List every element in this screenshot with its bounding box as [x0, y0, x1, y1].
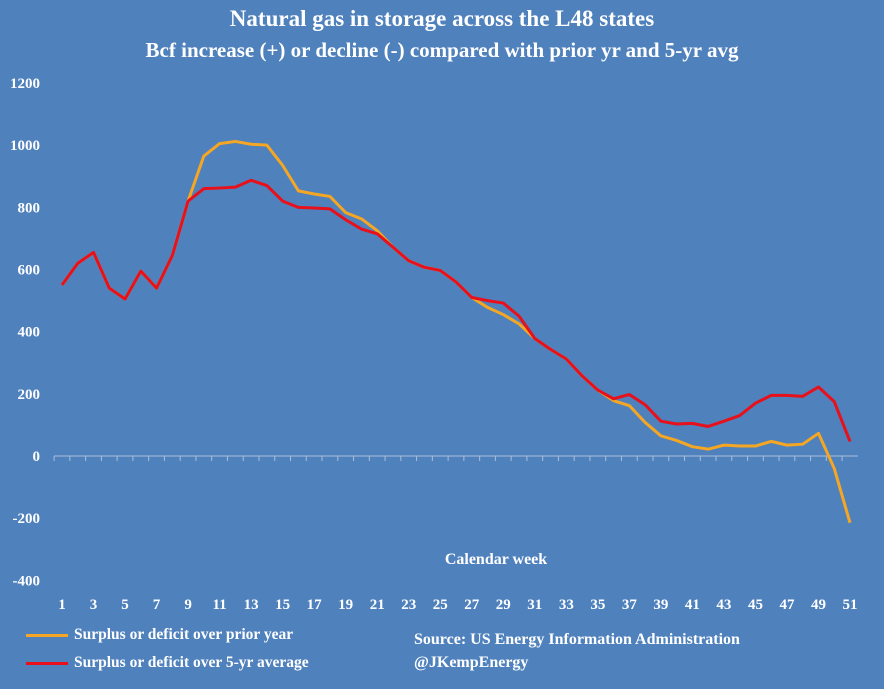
legend-swatch-orange: [26, 633, 68, 637]
x-tick-label: 37: [622, 597, 638, 613]
legend-label: Surplus or deficit over 5-yr average: [74, 654, 309, 671]
x-tick-label: 39: [653, 597, 668, 613]
source-note: Source: US Energy Information Administra…: [414, 628, 740, 674]
x-tick-label: 51: [843, 597, 858, 613]
chart-subtitle: Bcf increase (+) or decline (-) compared…: [145, 38, 739, 62]
x-tick-label: 13: [244, 597, 259, 613]
x-tick-label: 1: [58, 597, 66, 613]
x-tick-label: 27: [464, 597, 480, 613]
y-tick-label: -400: [13, 573, 41, 589]
y-tick-label: -200: [13, 511, 41, 527]
y-tick-label: 400: [18, 325, 41, 341]
legend-swatch-red: [26, 661, 68, 665]
y-tick-label: 600: [18, 263, 41, 279]
legend-label: Surplus or deficit over prior year: [74, 626, 294, 643]
x-tick-label: 47: [779, 597, 795, 613]
y-tick-label: 0: [33, 449, 41, 465]
legend-item-prior-year: Surplus or deficit over prior year: [26, 626, 293, 644]
x-tick-label: 31: [527, 597, 542, 613]
x-tick-label: 3: [90, 597, 98, 613]
y-tick-label: 800: [18, 200, 41, 216]
x-tick-label: 43: [716, 597, 731, 613]
x-tick-label: 17: [307, 597, 323, 613]
x-tick-label: 11: [213, 597, 227, 613]
x-tick-label: 23: [401, 597, 416, 613]
x-tick-label: 5: [121, 597, 129, 613]
x-tick-label: 15: [275, 597, 290, 613]
author-handle: @JKempEnergy: [414, 654, 529, 671]
x-tick-label: 45: [748, 597, 763, 613]
x-tick-label: 19: [338, 597, 353, 613]
legend-item-5yr-average: Surplus or deficit over 5-yr average: [26, 654, 309, 672]
y-tick-label: 200: [18, 387, 41, 403]
series-line-prior-year: [60, 139, 852, 524]
x-axis-label: Calendar week: [445, 551, 547, 568]
x-tick-label: 9: [184, 597, 192, 613]
x-tick-label: 33: [559, 597, 574, 613]
x-tick-label: 35: [590, 597, 605, 613]
source-text: Source: US Energy Information Administra…: [414, 631, 740, 648]
y-tick-label: 1200: [10, 76, 40, 92]
x-tick-label: 29: [496, 597, 511, 613]
x-tick-label: 41: [685, 597, 700, 613]
x-tick-label: 49: [811, 597, 826, 613]
chart-title: Natural gas in storage across the L48 st…: [229, 6, 655, 31]
x-tick-label: 7: [153, 597, 161, 613]
y-tick-label: 1000: [10, 138, 40, 154]
x-tick-label: 21: [370, 597, 385, 613]
series-line-5yr-average: [60, 178, 852, 442]
x-tick-label: 25: [433, 597, 448, 613]
